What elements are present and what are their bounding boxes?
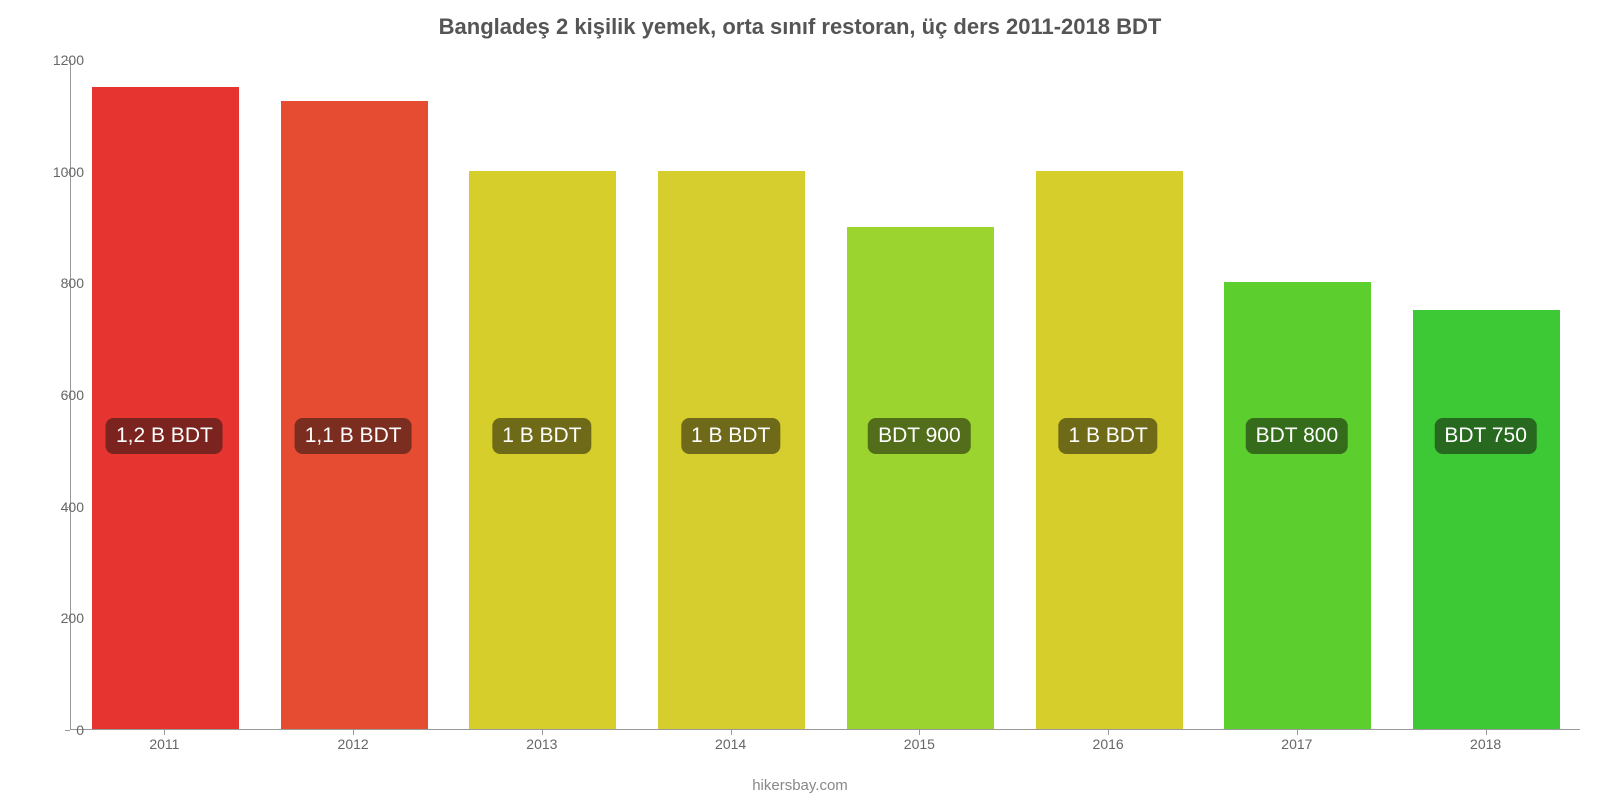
x-axis-tick-mark: [1108, 730, 1109, 735]
chart-bar: [847, 227, 994, 730]
x-axis-tick-label: 2012: [338, 736, 369, 752]
y-axis-tick-mark: [65, 507, 70, 508]
y-axis-tick-label: 400: [24, 499, 84, 515]
y-axis-tick-label: 1200: [24, 52, 84, 68]
chart-bar: [1413, 310, 1560, 729]
bar-value-label: 1 B BDT: [492, 418, 591, 454]
x-axis-tick-label: 2016: [1093, 736, 1124, 752]
y-axis-tick-label: 0: [24, 722, 84, 738]
x-axis-tick-label: 2017: [1281, 736, 1312, 752]
chart-title: Bangladeş 2 kişilik yemek, orta sınıf re…: [0, 14, 1600, 40]
bar-value-label: BDT 800: [1246, 418, 1349, 454]
x-axis-tick-label: 2014: [715, 736, 746, 752]
x-axis-tick-mark: [1297, 730, 1298, 735]
x-axis-tick-mark: [919, 730, 920, 735]
bar-value-label: 1 B BDT: [681, 418, 780, 454]
bar-value-label: 1 B BDT: [1058, 418, 1157, 454]
x-axis-tick-label: 2013: [526, 736, 557, 752]
y-axis-tick-mark: [65, 172, 70, 173]
y-axis-tick-mark: [65, 395, 70, 396]
x-axis-tick-mark: [1486, 730, 1487, 735]
bar-value-label: BDT 750: [1434, 418, 1537, 454]
x-axis-tick-label: 2018: [1470, 736, 1501, 752]
bar-value-label: 1,1 B BDT: [295, 418, 412, 454]
plot-area: [70, 60, 1580, 730]
y-axis-tick-mark: [65, 730, 70, 731]
y-axis-tick-label: 800: [24, 275, 84, 291]
bar-value-label: BDT 900: [868, 418, 971, 454]
bar-value-label: 1,2 B BDT: [106, 418, 223, 454]
y-axis-tick-label: 200: [24, 610, 84, 626]
x-axis-tick-mark: [731, 730, 732, 735]
chart-bar: [1224, 282, 1371, 729]
chart-attribution: hikersbay.com: [0, 777, 1600, 794]
x-axis-tick-mark: [353, 730, 354, 735]
chart-bar: [92, 87, 239, 729]
y-axis-tick-mark: [65, 283, 70, 284]
y-axis-tick-label: 1000: [24, 164, 84, 180]
y-axis-tick-label: 600: [24, 387, 84, 403]
y-axis-tick-mark: [65, 618, 70, 619]
chart-bar: [281, 101, 428, 729]
y-axis-tick-mark: [65, 60, 70, 61]
x-axis-tick-mark: [164, 730, 165, 735]
x-axis-tick-label: 2011: [149, 736, 179, 752]
x-axis-tick-label: 2015: [904, 736, 935, 752]
bar-chart: Bangladeş 2 kişilik yemek, orta sınıf re…: [0, 0, 1600, 800]
x-axis-tick-mark: [542, 730, 543, 735]
